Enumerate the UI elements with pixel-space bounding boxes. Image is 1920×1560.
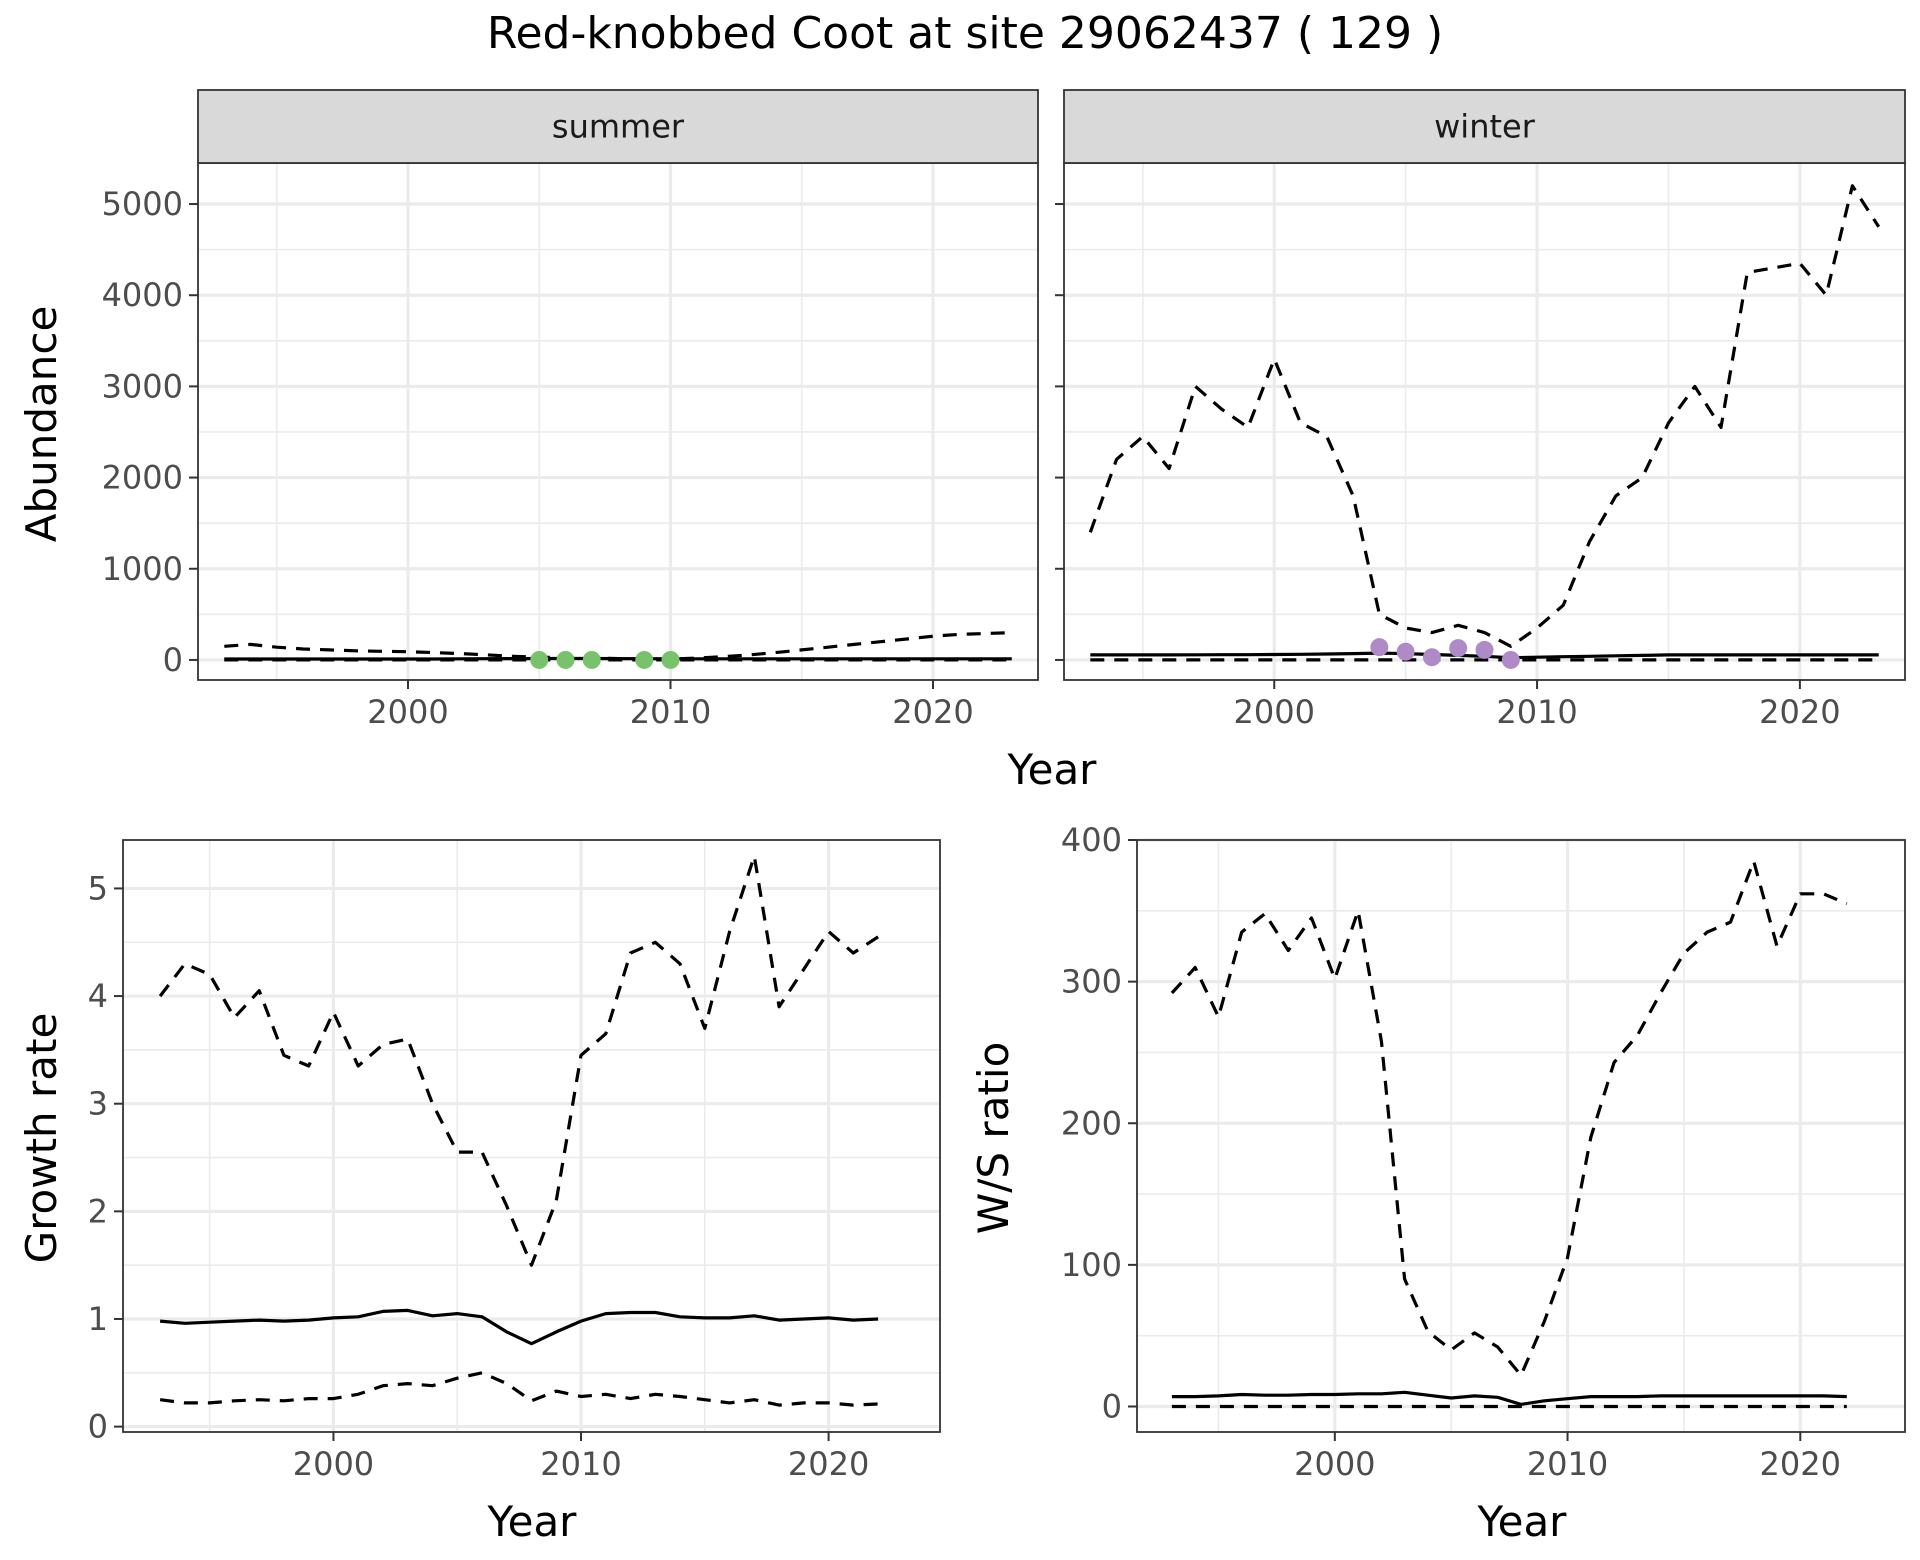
y-tick-label: 0 [163, 641, 183, 679]
observation-point [1422, 648, 1441, 667]
panel-background [123, 840, 940, 1432]
figure-title: Red-knobbed Coot at site 29062437 ( 129 … [487, 8, 1443, 59]
observation-point [635, 650, 654, 669]
ratio-x-axis-title: Year [1477, 1497, 1568, 1546]
panel-background [1064, 163, 1905, 680]
y-tick-label: 2000 [102, 459, 183, 497]
observation-point [1475, 640, 1494, 659]
y-tick-label: 300 [1061, 963, 1122, 1001]
y-tick-label: 0 [1102, 1388, 1122, 1426]
observation-point [1396, 642, 1415, 661]
panel-border [1136, 839, 1906, 1433]
x-tick-label: 2020 [788, 1445, 869, 1483]
dashed-series-line [1088, 184, 1881, 648]
x-tick-label: 2020 [892, 693, 973, 731]
x-tick-label: 2000 [1294, 1445, 1375, 1483]
y-tick-label: 3 [88, 1085, 108, 1123]
ratio-y-axis-title: W/S ratio [969, 1042, 1018, 1235]
abundance-winter-panel: winter 2000 2010 2020 [1055, 89, 1906, 731]
panel-background [198, 163, 1038, 680]
observation-point [556, 650, 575, 669]
x-tick-label: 2000 [1234, 693, 1315, 731]
observation-point [1449, 639, 1468, 658]
panel-background [1137, 840, 1905, 1432]
observation-point [530, 650, 549, 669]
growth-y-axis-title: Growth rate [17, 1013, 66, 1264]
dashed-series-line [159, 1371, 879, 1407]
solid-series-line [1171, 1390, 1847, 1407]
y-tick-label: 4 [88, 977, 108, 1015]
dashed-series-line [1170, 859, 1848, 1377]
y-tick-label: 3000 [102, 367, 183, 405]
facet-strip-label-winter: winter [1434, 108, 1536, 146]
x-tick-label: 2010 [630, 693, 711, 731]
y-tick-label: 1 [88, 1300, 108, 1338]
x-tick-label: 2020 [1759, 693, 1840, 731]
y-tick-label: 4000 [102, 276, 183, 314]
solid-series-line [159, 1308, 879, 1346]
y-tick-label: 200 [1061, 1104, 1122, 1142]
facet-strip-label-summer: summer [552, 108, 685, 146]
y-tick-label: 1000 [102, 550, 183, 588]
observation-point [1370, 638, 1389, 657]
x-tick-label: 2000 [293, 1445, 374, 1483]
x-tick-label: 2020 [1760, 1445, 1841, 1483]
y-tick-label: 2 [88, 1192, 108, 1230]
x-tick-label: 2000 [367, 693, 448, 731]
observation-point [582, 650, 601, 669]
observation-point [1501, 650, 1520, 669]
x-tick-label: 2010 [1496, 693, 1577, 731]
y-tick-label: 100 [1061, 1246, 1122, 1284]
ws-ratio-panel: 2000 2010 2020 0 100 200 300 400 [1061, 821, 1906, 1483]
y-tick-label: 5 [88, 869, 108, 907]
facet-strip [1063, 89, 1906, 164]
facet-strip [197, 89, 1039, 164]
abundance-summer-panel: summer 2000 2010 2020 0 1000 2000 3000 4000 5000 [102, 89, 1039, 731]
panel-border [122, 839, 941, 1433]
top-y-axis-title: Abundance [17, 306, 66, 543]
y-tick-label: 0 [88, 1408, 108, 1446]
observation-point [661, 650, 680, 669]
growth-rate-panel: 2000 2010 2020 0 1 2 3 4 5 [88, 839, 941, 1483]
y-tick-label: 400 [1061, 821, 1122, 859]
top-x-axis-title: Year [1007, 745, 1098, 794]
growth-x-axis-title: Year [487, 1497, 578, 1546]
x-tick-label: 2010 [540, 1445, 621, 1483]
y-tick-label: 5000 [102, 185, 183, 223]
x-tick-label: 2010 [1527, 1445, 1608, 1483]
